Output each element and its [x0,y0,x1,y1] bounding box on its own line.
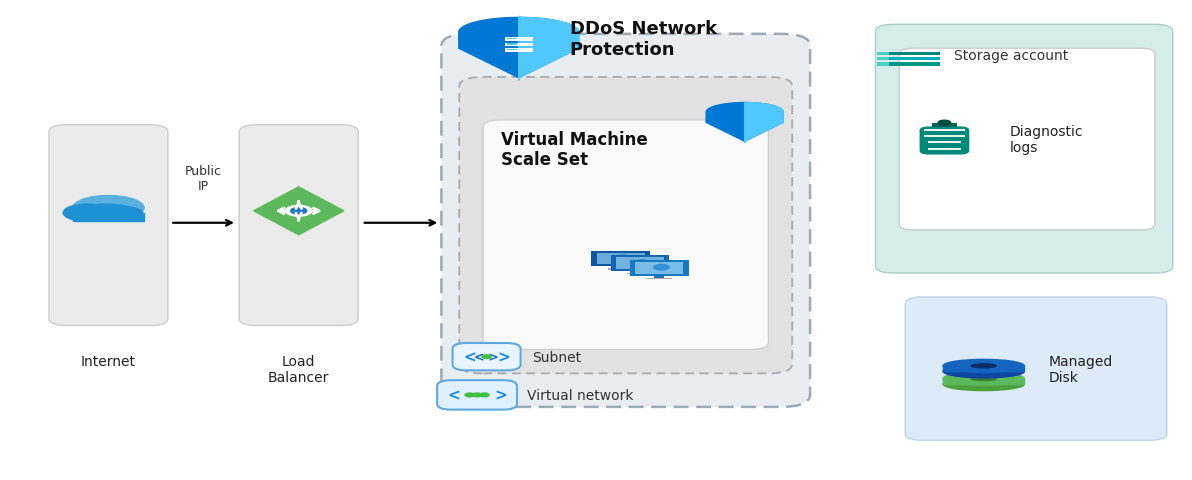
Ellipse shape [943,372,1024,385]
Bar [929,142,961,144]
Circle shape [285,206,312,216]
Ellipse shape [75,204,137,222]
Circle shape [482,355,491,359]
Polygon shape [519,17,578,81]
Text: Virtual network: Virtual network [527,388,633,402]
Bar [504,38,533,42]
Text: Managed
Disk: Managed Disk [1049,354,1113,384]
Text: >: > [493,388,507,403]
Bar [635,263,683,274]
Circle shape [291,208,306,215]
Circle shape [938,121,951,126]
Bar [629,261,689,276]
Text: Internet: Internet [81,355,136,369]
Ellipse shape [971,364,997,368]
Bar [932,123,957,128]
Bar [507,44,517,46]
Polygon shape [254,188,343,235]
Circle shape [615,255,632,262]
Bar [73,213,144,222]
Bar [877,52,940,56]
FancyBboxPatch shape [875,25,1173,274]
Ellipse shape [943,360,1024,372]
Bar [507,50,517,51]
Bar [943,378,1024,384]
Bar [504,49,533,53]
FancyBboxPatch shape [459,78,793,373]
Ellipse shape [73,196,144,221]
Polygon shape [459,18,578,79]
Polygon shape [706,103,783,142]
Bar [504,44,533,47]
Circle shape [472,393,482,397]
Bar [646,278,672,279]
Bar [877,63,888,66]
Text: Load
Balancer: Load Balancer [268,355,329,384]
FancyBboxPatch shape [437,381,517,410]
Bar [608,269,634,270]
Bar [877,58,888,61]
Polygon shape [745,102,783,144]
Text: <·>: <·> [473,350,499,363]
FancyBboxPatch shape [49,125,168,326]
Bar [591,251,651,267]
FancyBboxPatch shape [441,35,811,407]
Bar [924,135,964,138]
Circle shape [465,393,474,397]
Bar [507,39,517,40]
Ellipse shape [943,365,1024,378]
Text: Storage account: Storage account [954,49,1068,63]
Bar [654,276,664,279]
Ellipse shape [943,378,1024,391]
FancyBboxPatch shape [899,49,1155,230]
Text: Subnet: Subnet [532,350,581,364]
FancyBboxPatch shape [919,127,969,155]
Bar [616,266,626,269]
Text: Virtual Machine
Scale Set: Virtual Machine Scale Set [501,130,647,169]
Ellipse shape [971,377,997,381]
Bar [610,256,670,272]
Bar [877,58,940,61]
Text: <: < [464,349,476,364]
Text: Diagnostic
logs: Diagnostic logs [1010,125,1084,155]
FancyBboxPatch shape [483,120,769,350]
Circle shape [479,393,489,397]
Text: Public
IP: Public IP [185,164,222,192]
Text: >: > [497,349,510,364]
FancyBboxPatch shape [453,343,521,371]
Circle shape [653,264,670,271]
FancyBboxPatch shape [240,125,358,326]
Bar [597,253,645,264]
Bar [627,274,653,275]
Bar [616,258,664,269]
Bar [635,271,645,274]
Text: DDoS Network
Protection: DDoS Network Protection [570,20,716,59]
Circle shape [634,260,651,266]
Bar [877,52,888,56]
Bar [924,130,964,132]
Bar [877,63,940,66]
Ellipse shape [63,204,111,222]
Ellipse shape [103,207,143,221]
Bar [929,148,961,150]
Text: <: < [447,388,460,403]
FancyBboxPatch shape [905,297,1167,441]
Bar [943,366,1024,372]
